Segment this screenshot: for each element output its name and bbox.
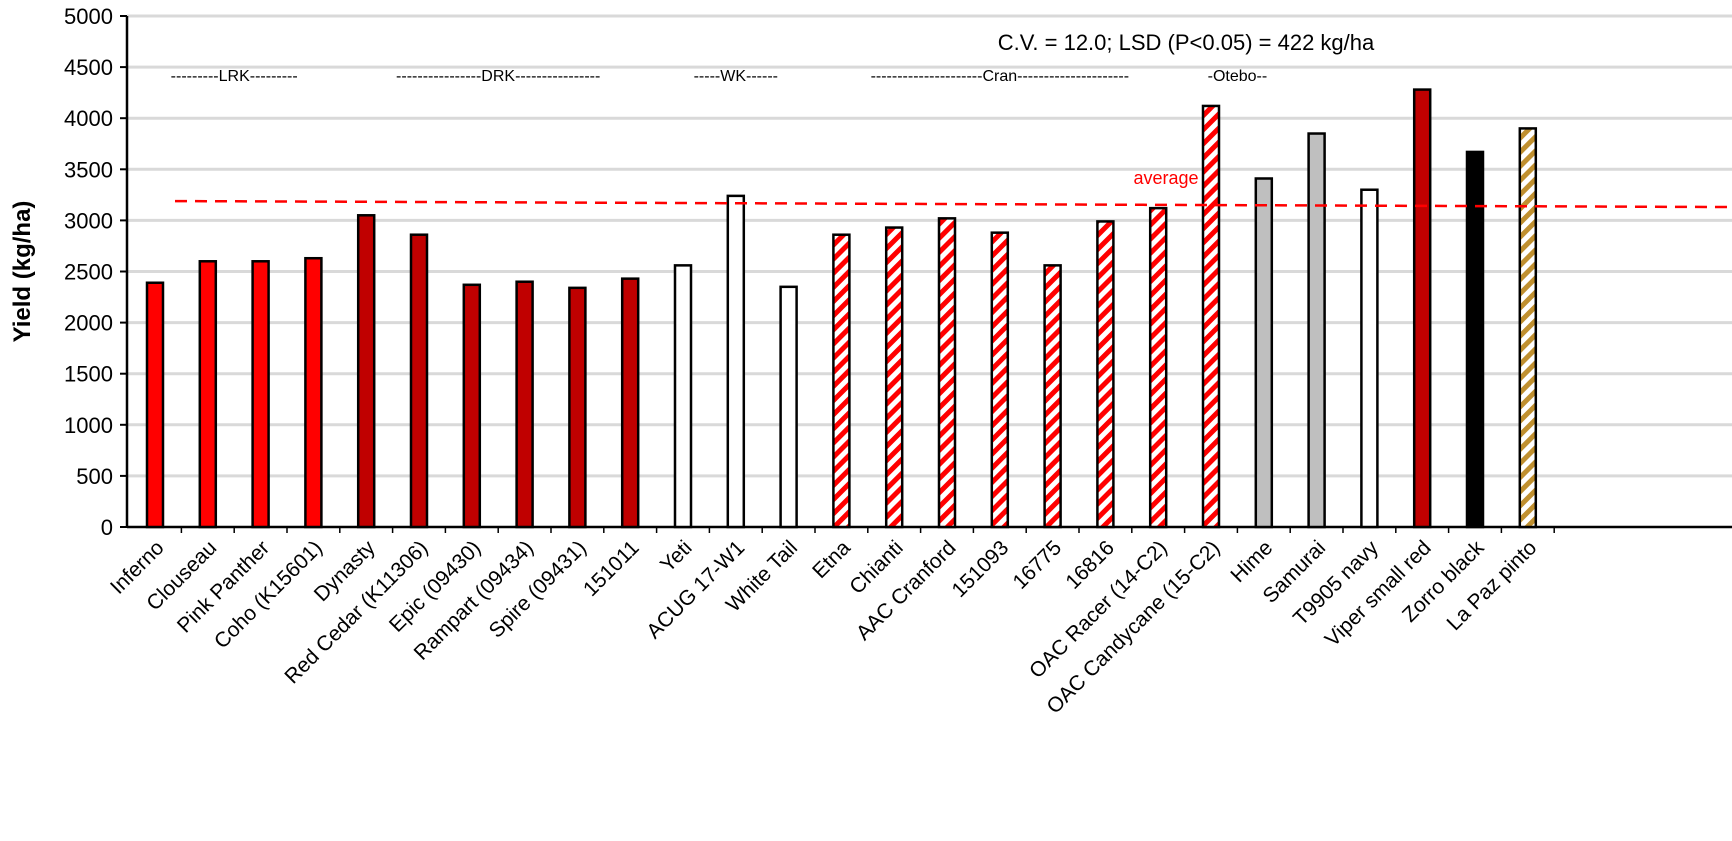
- y-tick-label: 3000: [64, 208, 113, 233]
- cv-lsd-annotation: C.V. = 12.0; LSD (P<0.05) = 422 kg/ha: [998, 30, 1375, 55]
- average-line: [174, 199, 1732, 209]
- bar-oac-racer-14-c2: [1148, 206, 1168, 529]
- x-category-label: 16775: [1009, 536, 1067, 594]
- bar-t9905-navy: [1360, 188, 1379, 529]
- x-category-label: Etna: [808, 536, 855, 583]
- group-label: -----WK------: [694, 68, 778, 85]
- bar-epic-09430: [462, 283, 482, 529]
- bar-zorro-black: [1465, 150, 1485, 529]
- bars: [145, 88, 1538, 529]
- group-label: ---------------------Cran---------------…: [871, 68, 1129, 85]
- bar-151011: [620, 277, 640, 529]
- x-category-label: 151093: [948, 536, 1014, 602]
- y-axis-title: Yield (kg/ha): [9, 201, 36, 343]
- group-label: -Otebo--: [1208, 68, 1268, 85]
- bar-inferno: [145, 281, 165, 529]
- x-category-label: 151011: [579, 536, 644, 601]
- bar-chianti: [884, 226, 904, 529]
- bar-16775: [1043, 264, 1062, 529]
- bar-16816: [1096, 220, 1115, 529]
- bar-yeti: [673, 264, 693, 529]
- y-tick-label: 2000: [64, 311, 113, 336]
- group-labels: ---------LRK--------- ----------------DRK…: [171, 68, 1268, 85]
- y-tick-label: 0: [101, 515, 113, 540]
- y-tick-label: 500: [76, 464, 113, 489]
- bar-white-tail: [779, 285, 798, 529]
- bar-rampart-09434: [515, 280, 534, 529]
- bar-acug-17-w1: [726, 194, 746, 529]
- y-tick-label: 2500: [64, 260, 113, 285]
- bar-la-paz-pinto: [1518, 127, 1538, 529]
- bar-etna: [832, 233, 851, 529]
- bar-coho-k15601: [304, 256, 323, 529]
- bar-hime: [1254, 177, 1274, 529]
- bar-151093: [990, 231, 1010, 529]
- group-label: ---------LRK---------: [171, 68, 298, 85]
- y-tick-label: 4000: [64, 106, 113, 131]
- average-label: average: [1133, 168, 1198, 188]
- bar-aac-cranford: [937, 217, 957, 529]
- bar-pink-panther: [251, 260, 270, 529]
- axes: 0 500 1000 1500 2000 2500 3000 3500 4000 4500 5000: [64, 4, 1732, 540]
- y-tick-label: 1000: [64, 413, 113, 438]
- y-tick-label: 5000: [64, 4, 113, 29]
- group-label: ----------------DRK----------------: [396, 68, 600, 85]
- bar-red-cedar-k11306: [409, 233, 429, 529]
- bar-dynasty: [356, 214, 376, 529]
- x-category-label: Yeti: [656, 536, 696, 576]
- y-tick-label: 3500: [64, 157, 113, 182]
- bar-oac-candycane-15-c2: [1201, 104, 1221, 529]
- bar-samurai: [1307, 132, 1326, 529]
- gridlines: [127, 14, 1732, 478]
- bar-clouseau: [198, 260, 218, 529]
- bar-viper-small-red: [1412, 88, 1432, 529]
- y-tick-label: 1500: [64, 362, 113, 387]
- y-tick-label: 4500: [64, 55, 113, 80]
- bar-spire-09431: [568, 286, 587, 529]
